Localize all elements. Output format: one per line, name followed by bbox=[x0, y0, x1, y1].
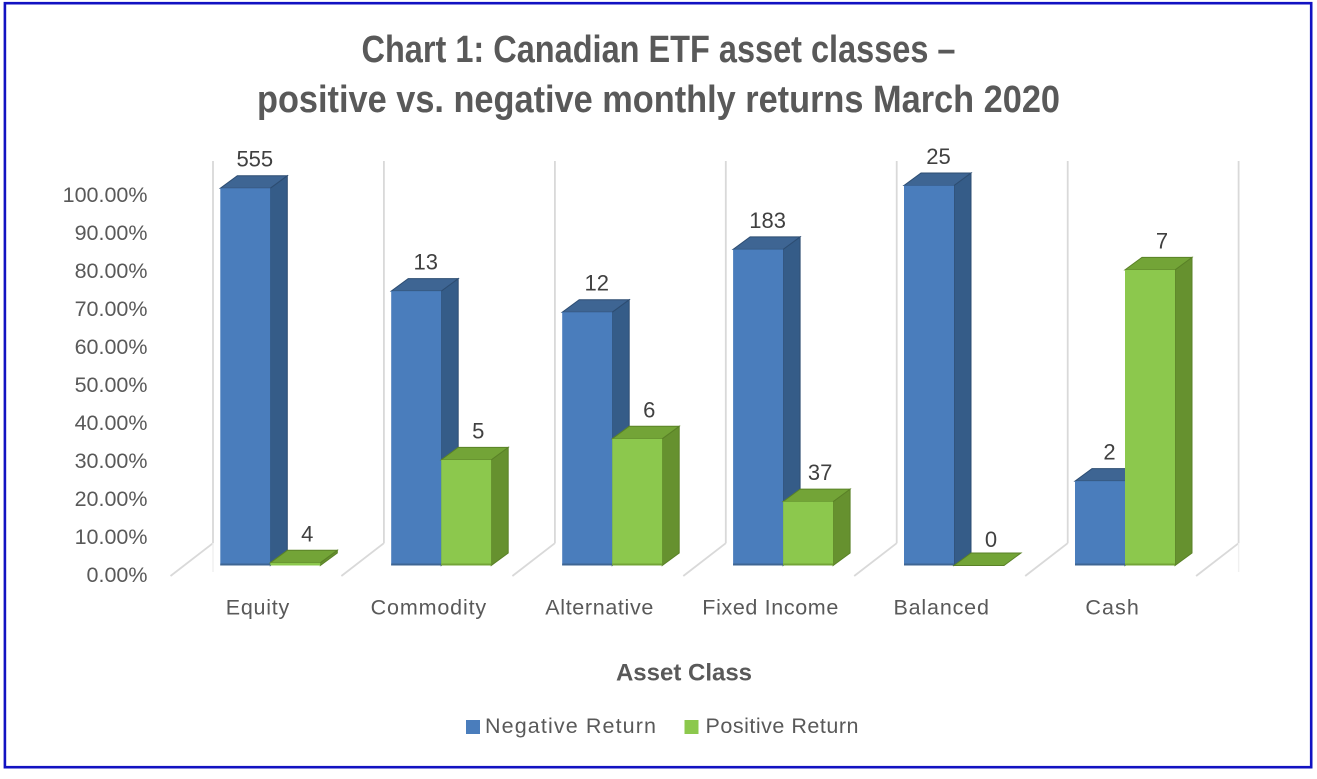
svg-text:50.00%: 50.00% bbox=[75, 373, 148, 397]
svg-text:70.00%: 70.00% bbox=[75, 297, 148, 321]
svg-text:Negative Return: Negative Return bbox=[485, 714, 656, 738]
svg-text:Positive Return: Positive Return bbox=[706, 714, 859, 738]
svg-text:0: 0 bbox=[985, 527, 997, 552]
svg-text:Commodity: Commodity bbox=[371, 595, 487, 619]
svg-text:90.00%: 90.00% bbox=[75, 221, 148, 245]
svg-text:80.00%: 80.00% bbox=[75, 259, 148, 283]
svg-text:12: 12 bbox=[584, 271, 608, 296]
svg-text:5: 5 bbox=[472, 418, 484, 443]
svg-text:2: 2 bbox=[1103, 440, 1115, 465]
svg-text:40.00%: 40.00% bbox=[75, 411, 148, 435]
svg-text:Fixed Income: Fixed Income bbox=[702, 595, 838, 619]
svg-text:Balanced: Balanced bbox=[893, 595, 988, 619]
svg-text:Equity: Equity bbox=[226, 595, 290, 619]
svg-text:Chart 1: Canadian ETF asset cl: Chart 1: Canadian ETF asset classes – bbox=[362, 29, 956, 71]
svg-text:7: 7 bbox=[1156, 228, 1168, 253]
svg-text:10.00%: 10.00% bbox=[75, 525, 148, 549]
svg-text:30.00%: 30.00% bbox=[75, 449, 148, 473]
svg-text:25: 25 bbox=[926, 144, 950, 169]
svg-text:Asset Class: Asset Class bbox=[616, 659, 752, 686]
svg-text:0.00%: 0.00% bbox=[87, 563, 148, 587]
svg-text:6: 6 bbox=[643, 397, 655, 422]
svg-text:13: 13 bbox=[413, 250, 437, 275]
svg-text:Alternative: Alternative bbox=[545, 595, 653, 619]
svg-text:37: 37 bbox=[808, 460, 832, 485]
svg-text:20.00%: 20.00% bbox=[75, 487, 148, 511]
svg-text:positive vs. negative monthly: positive vs. negative monthly returns Ma… bbox=[257, 79, 1060, 121]
svg-text:60.00%: 60.00% bbox=[75, 335, 148, 359]
svg-text:Cash: Cash bbox=[1085, 595, 1139, 619]
svg-text:555: 555 bbox=[236, 147, 273, 172]
svg-text:100.00%: 100.00% bbox=[63, 183, 148, 207]
svg-text:4: 4 bbox=[301, 521, 313, 546]
svg-text:183: 183 bbox=[749, 208, 786, 233]
